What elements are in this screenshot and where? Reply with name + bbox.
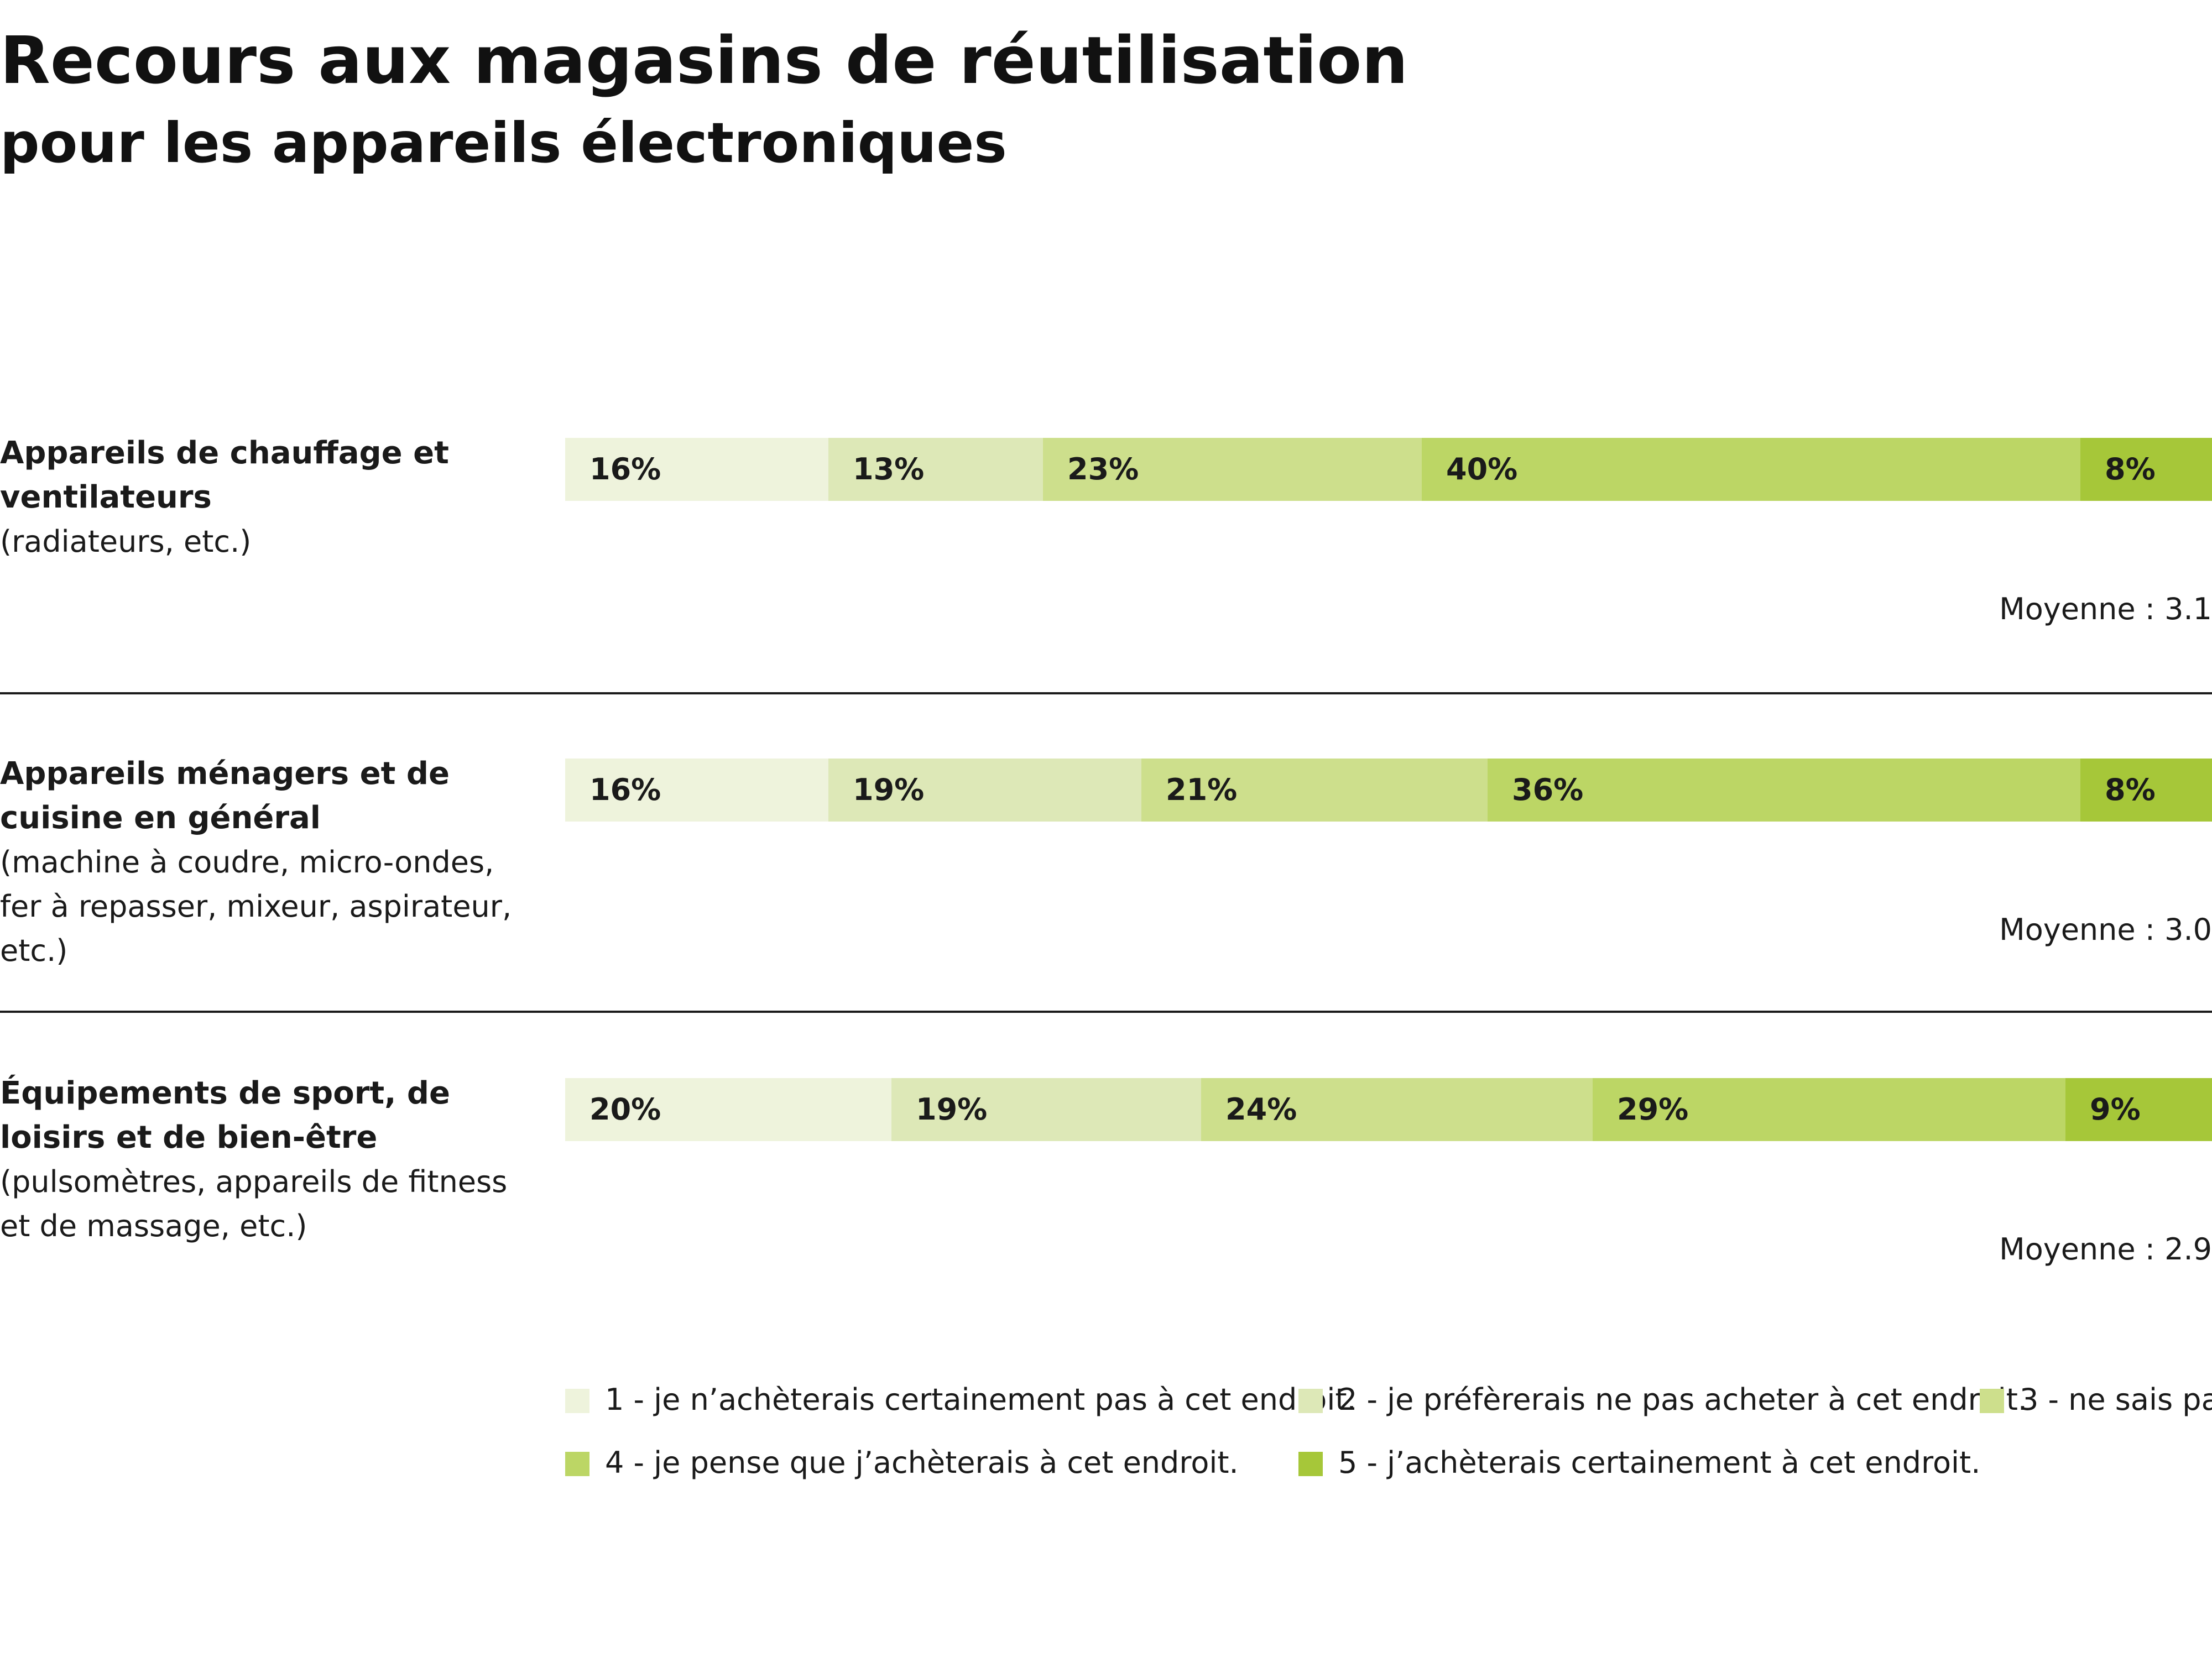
bar-segment: 19% (891, 1078, 1201, 1141)
stacked-bar: 16% 19% 21% 36% 8% (565, 759, 2212, 822)
segment-label: 19% (853, 772, 925, 807)
chart-row: Équipements de sport, de loisirs et de b… (0, 1071, 2212, 1381)
legend-label: 2 - je préfèrerais ne pas acheter à cet … (1338, 1382, 2028, 1417)
bar-segment: 24% (1201, 1078, 1593, 1141)
segment-label: 21% (1166, 772, 1238, 807)
segment-label: 8% (2105, 452, 2156, 487)
chart-row: Appareils ménagers et de cuisine en géné… (0, 752, 2212, 1061)
legend-swatch (1980, 1389, 2004, 1413)
row-description: (pulsomètres, appareils de fitness et de… (0, 1164, 508, 1243)
mean-label: Moyenne : 3.1 (1999, 592, 2212, 626)
legend-swatch (1298, 1389, 1323, 1413)
segment-label: 16% (589, 452, 661, 487)
bar-segment: 23% (1043, 438, 1422, 501)
bar-segment: 20% (565, 1078, 891, 1141)
stacked-bar: 20% 19% 24% 29% 9% (565, 1078, 2212, 1141)
row-category: Appareils ménagers et de cuisine en géné… (0, 756, 450, 836)
segment-label: 36% (1512, 772, 1584, 807)
row-category: Appareils de chauffage et ventilateurs (0, 435, 449, 515)
legend-label: 1 - je n’achèterais certainement pas à c… (605, 1382, 1357, 1417)
segment-label: 20% (589, 1092, 661, 1127)
chart-title: Recours aux magasins de réutilisation (0, 22, 1408, 98)
segment-label: 24% (1225, 1092, 1297, 1127)
chart-row: Appareils de chauffage et ventilateurs (r… (0, 431, 2212, 741)
bar-segment: 21% (1141, 759, 1488, 822)
segment-label: 19% (916, 1092, 988, 1127)
bar-segment: 9% (2065, 1078, 2212, 1141)
segment-label: 13% (853, 452, 925, 487)
bar-segment: 8% (2080, 438, 2212, 501)
legend-swatch (1298, 1452, 1323, 1476)
legend-label: 3 - ne sais pas (2020, 1382, 2212, 1417)
legend-swatch (565, 1389, 589, 1413)
bar-segment: 19% (828, 759, 1141, 822)
mean-label: Moyenne : 2.9 (1999, 1232, 2212, 1267)
bar-segment: 40% (1422, 438, 2080, 501)
segment-label: 40% (1446, 452, 1518, 487)
row-description: (radiateurs, etc.) (0, 524, 252, 559)
bar-segment: 16% (565, 438, 828, 501)
row-label: Appareils de chauffage et ventilateurs (r… (0, 431, 531, 564)
segment-label: 23% (1067, 452, 1139, 487)
bar-segment: 13% (828, 438, 1043, 501)
bar-segment: 36% (1488, 759, 2080, 822)
mean-label: Moyenne : 3.0 (1999, 912, 2212, 947)
legend-label: 4 - je pense que j’achèterais à cet endr… (605, 1445, 1239, 1480)
bar-segment: 16% (565, 759, 828, 822)
chart-subtitle: pour les appareils électroniques (0, 111, 1007, 175)
legend-label: 5 - j’achèterais certainement à cet endr… (1338, 1445, 1981, 1480)
row-divider (0, 1011, 2212, 1013)
bar-segment: 8% (2080, 759, 2212, 822)
segment-label: 16% (589, 772, 661, 807)
stacked-bar: 16% 13% 23% 40% 8% (565, 438, 2212, 501)
row-label: Appareils ménagers et de cuisine en géné… (0, 752, 531, 973)
row-divider (0, 692, 2212, 694)
bar-segment: 29% (1593, 1078, 2065, 1141)
segment-label: 29% (1617, 1092, 1689, 1127)
row-category: Équipements de sport, de loisirs et de b… (0, 1075, 450, 1155)
row-description: (machine à coudre, micro-ondes, fer à re… (0, 845, 512, 968)
row-label: Équipements de sport, de loisirs et de b… (0, 1071, 531, 1248)
segment-label: 8% (2105, 772, 2156, 807)
legend-swatch (565, 1452, 589, 1476)
segment-label: 9% (2090, 1092, 2141, 1127)
